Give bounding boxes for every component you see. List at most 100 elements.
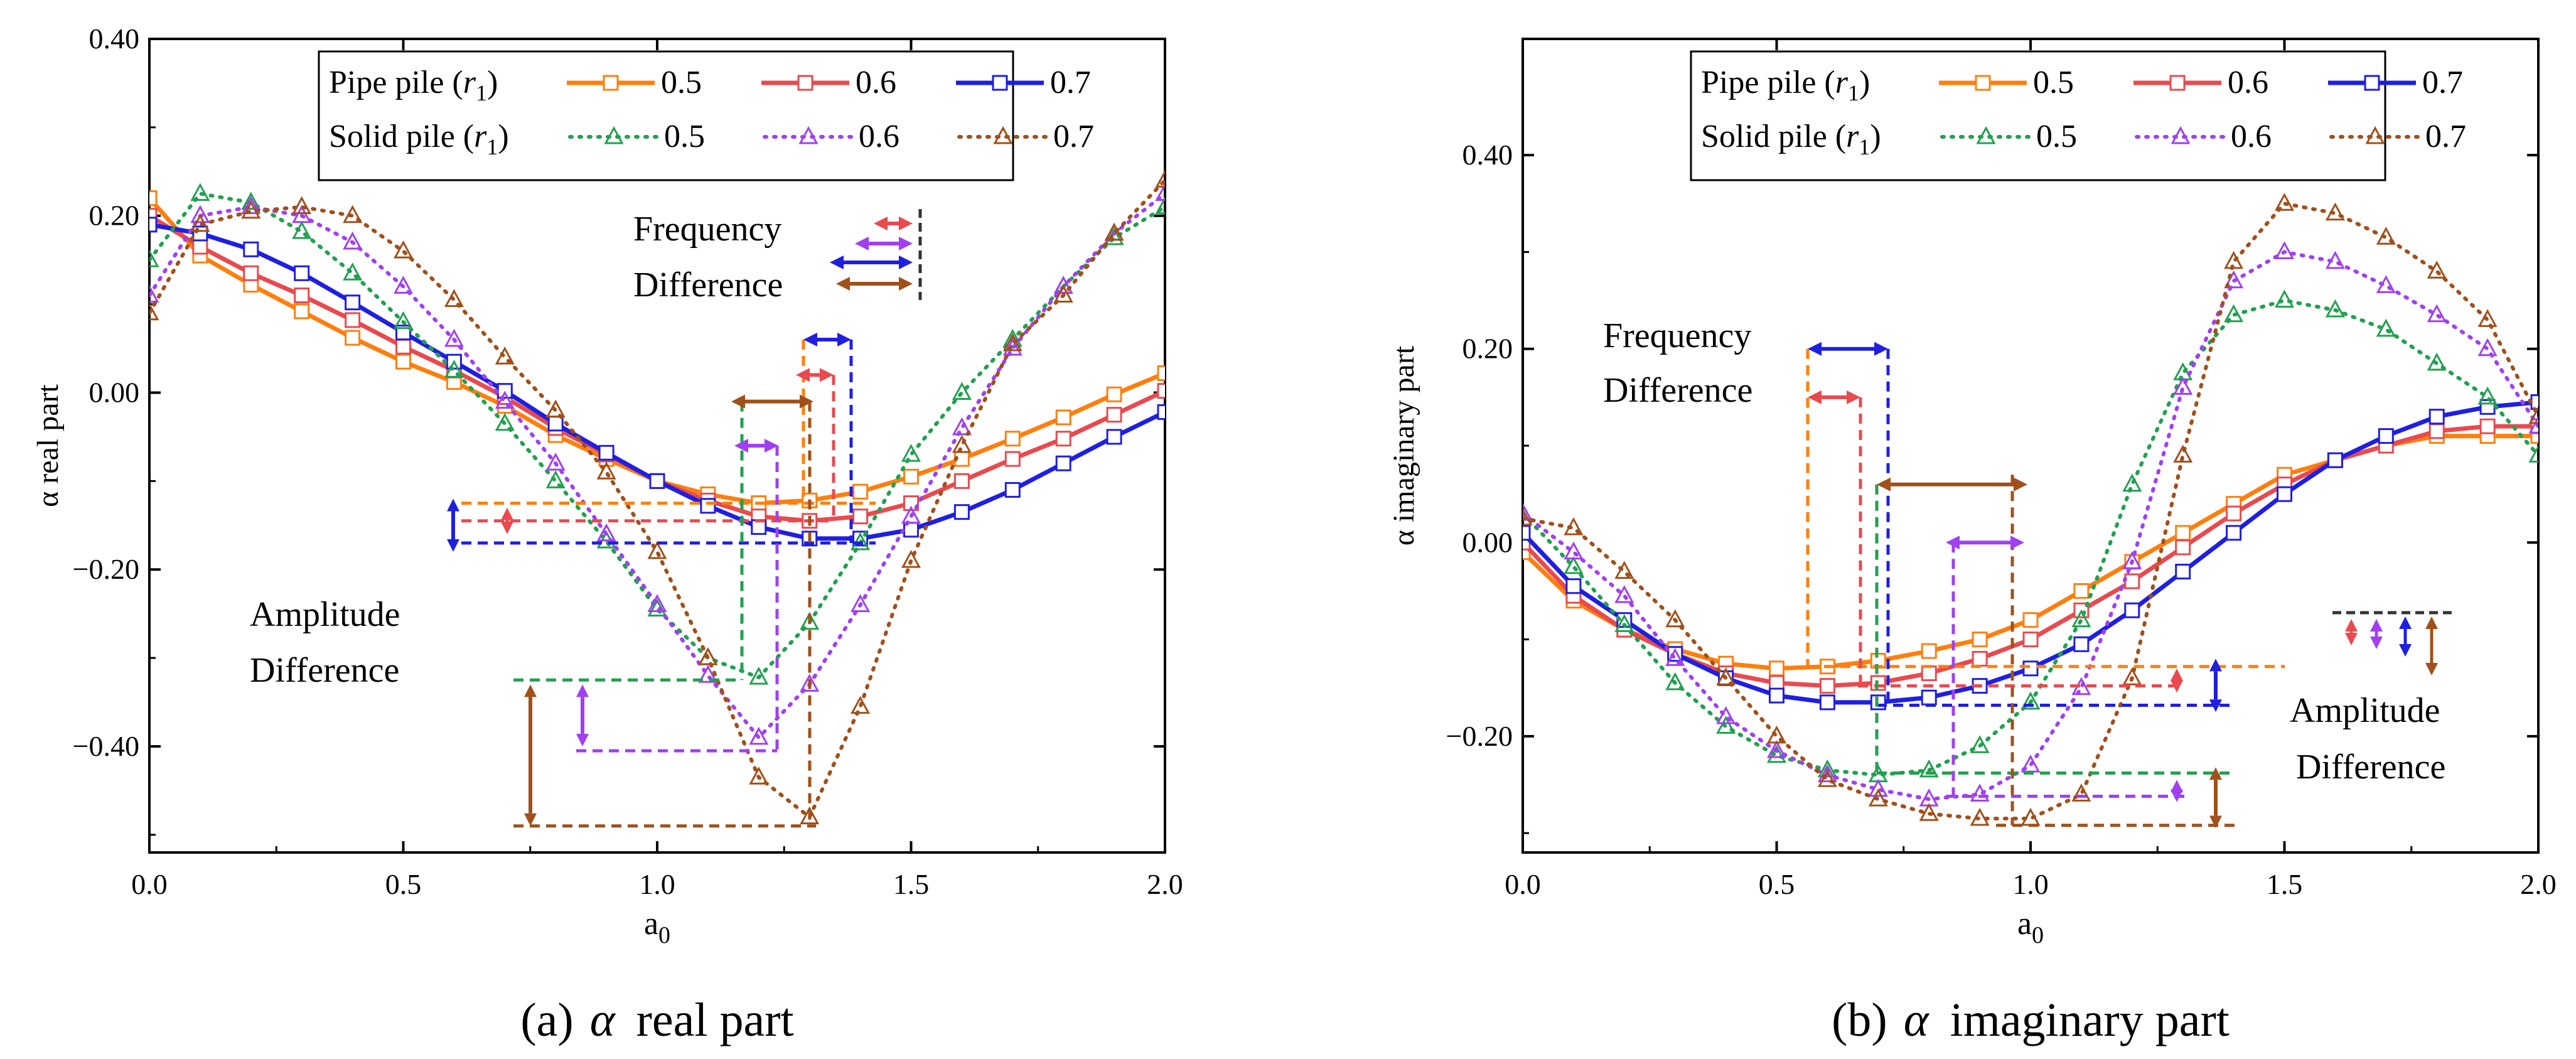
data-point — [1157, 404, 1165, 420]
legend-value: 0.7 — [2422, 65, 2463, 100]
data-point — [2226, 525, 2242, 541]
legend-marker — [993, 126, 1013, 144]
data-point — [1004, 431, 1021, 447]
key-arrow-07-pipe-head-bottom — [2399, 644, 2412, 657]
amp-arrow-pipe-06-head-bottom — [2171, 680, 2183, 693]
data-point — [698, 647, 718, 665]
key-arrow-07-solid-head-left — [836, 277, 850, 291]
legend-value: 0.5 — [2033, 65, 2074, 100]
freq-arrow-pipe-06-head-left — [1808, 390, 1822, 404]
data-point — [2479, 418, 2496, 434]
data-point — [2325, 250, 2345, 269]
data-point — [1002, 333, 1022, 352]
data-point — [1921, 665, 1937, 682]
data-point — [2021, 691, 2041, 710]
data-point — [2428, 423, 2445, 439]
legend-param-sub: 1 — [1848, 80, 1859, 105]
data-point — [852, 508, 869, 525]
key-arrow-06-solid-head-bottom — [2370, 637, 2383, 649]
x-tick-label: 0.5 — [385, 868, 422, 900]
data-point — [1716, 716, 1736, 734]
data-point — [2477, 386, 2498, 405]
amp-arrow-pipe-head-top — [2209, 659, 2222, 672]
caption-letter: (b) — [1832, 994, 1887, 1046]
data-point — [1053, 276, 1073, 294]
y-tick-label: 0.40 — [89, 23, 140, 55]
legend-param-sub: 1 — [1859, 134, 1870, 159]
legend-value: 0.5 — [2036, 119, 2077, 154]
data-point — [2071, 783, 2091, 802]
legend-row-label: Solid pile (r1) — [329, 119, 509, 159]
data-point — [2427, 352, 2447, 371]
frequency-difference-label: Frequency — [1603, 316, 1751, 355]
y-tick-label: 0.00 — [89, 376, 140, 408]
y-tick-label: 0.40 — [1462, 139, 1513, 171]
data-point — [700, 498, 716, 514]
data-point — [2274, 241, 2295, 259]
key-arrow-06-pipe-head-left — [874, 217, 888, 230]
caption-letter: (a) — [520, 994, 573, 1046]
legend-param: r — [1846, 119, 1859, 154]
data-point — [149, 249, 159, 267]
legend-marker — [604, 126, 624, 144]
series-group — [1523, 193, 2538, 826]
legend-marker — [1975, 75, 1991, 91]
data-point — [1769, 660, 1784, 677]
data-point — [1155, 183, 1165, 202]
data-point — [1970, 783, 1990, 802]
data-point — [1564, 556, 1584, 574]
caption-alpha: α — [590, 994, 616, 1046]
data-point — [2022, 612, 2039, 628]
data-point — [852, 483, 869, 500]
data-point — [1817, 764, 1837, 783]
series-line-5 — [1523, 202, 2538, 820]
data-point — [2530, 418, 2538, 434]
x-tick-label: 1.0 — [2012, 868, 2049, 900]
legend-close: ) — [1859, 65, 1870, 100]
key-arrow-07-pipe-head-right — [899, 255, 913, 269]
data-point — [1564, 517, 1584, 535]
data-point — [1614, 561, 1634, 579]
data-point — [2175, 564, 2191, 580]
legend-marker — [2365, 126, 2385, 144]
data-point — [241, 191, 261, 210]
data-point — [1004, 481, 1021, 498]
data-point — [292, 196, 312, 215]
frequency-difference-label-2: Difference — [1603, 371, 1752, 410]
data-point — [2224, 304, 2244, 323]
data-point — [545, 470, 566, 488]
freq-arrow-pipe-head-left — [1808, 341, 1822, 356]
data-point — [2274, 289, 2295, 308]
data-point — [952, 434, 972, 453]
data-point — [749, 766, 769, 785]
data-point — [2477, 309, 2498, 327]
legend-value: 0.5 — [664, 119, 705, 154]
data-point — [2071, 609, 2091, 628]
data-point — [952, 417, 972, 436]
data-point — [1766, 725, 1787, 744]
y-tick-label: 0.20 — [1462, 333, 1513, 365]
amplitude-difference-label-2: Difference — [2296, 748, 2445, 787]
data-point — [1769, 687, 1784, 704]
data-point — [149, 217, 158, 233]
x-tick-label: 0.0 — [131, 868, 168, 900]
data-point — [1970, 807, 1990, 826]
data-point — [1157, 365, 1165, 381]
data-point — [1106, 386, 1122, 402]
x-axis-label-main: a — [2017, 906, 2032, 942]
data-point — [596, 461, 616, 480]
data-point — [2122, 473, 2142, 492]
data-point — [545, 453, 566, 471]
legend-label-text: Pipe pile ( — [329, 65, 463, 100]
data-point — [241, 196, 261, 215]
data-point — [647, 540, 667, 559]
frequency-difference-label-2: Difference — [633, 266, 783, 304]
data-point — [2173, 377, 2193, 395]
key-arrow-07-pipe-head-top — [2399, 616, 2412, 629]
data-point — [749, 726, 769, 745]
legend-box — [1690, 50, 2386, 181]
x-axis-label-sub: 0 — [2032, 922, 2044, 949]
data-point — [1972, 650, 1988, 667]
data-point — [2122, 667, 2142, 685]
